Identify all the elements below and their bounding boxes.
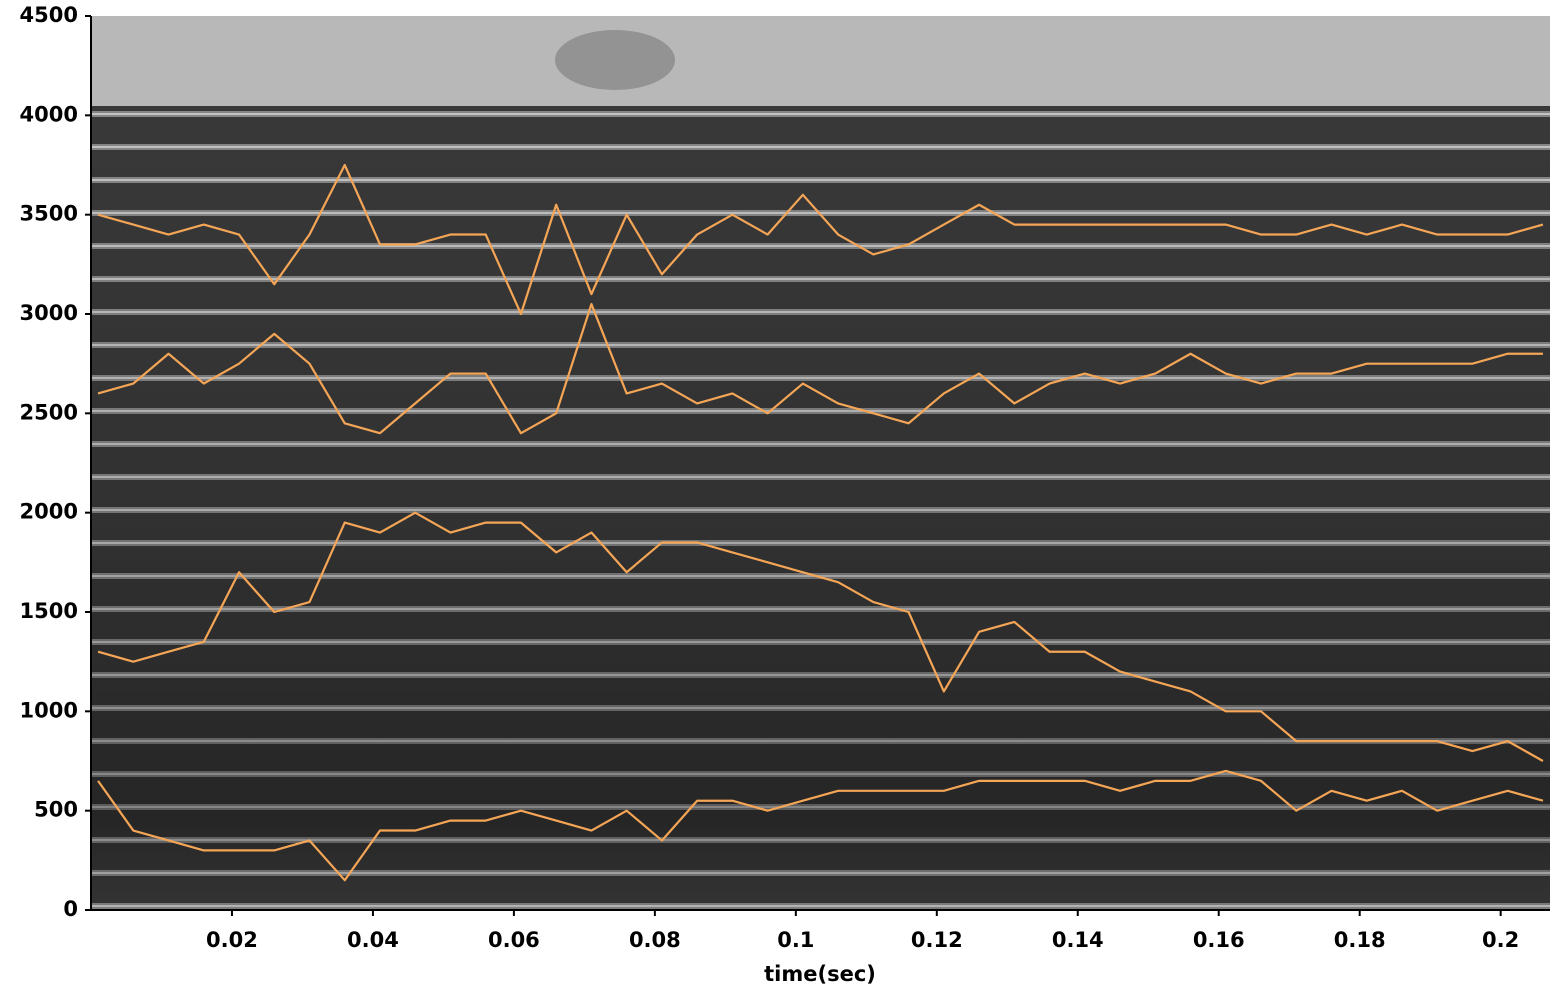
y-tick-label: 500 bbox=[34, 798, 78, 822]
x-axis-label: time(sec) bbox=[764, 962, 876, 986]
x-tick-label: 0.02 bbox=[206, 928, 258, 952]
y-tick-label: 1500 bbox=[20, 599, 78, 623]
y-tick-label: 4000 bbox=[20, 102, 78, 126]
x-tick-label: 0.18 bbox=[1334, 928, 1386, 952]
formant-line bbox=[97, 302, 1543, 435]
x-tick-label: 0.12 bbox=[911, 928, 963, 952]
y-tick-label: 0 bbox=[63, 897, 78, 921]
formant-line bbox=[97, 163, 1544, 316]
y-tick-label: 2500 bbox=[20, 400, 78, 424]
x-tick-label: 0.06 bbox=[488, 928, 540, 952]
formant-line bbox=[97, 769, 1544, 882]
x-tick-label: 0.14 bbox=[1052, 928, 1104, 952]
y-tick-label: 3500 bbox=[20, 202, 78, 226]
y-tick-label: 3000 bbox=[20, 301, 78, 325]
spectrogram bbox=[91, 16, 1550, 910]
y-tick-label: 1000 bbox=[20, 698, 78, 722]
x-tick-label: 0.2 bbox=[1482, 928, 1519, 952]
formant-line bbox=[97, 511, 1544, 762]
y-tick-label: 4500 bbox=[20, 3, 78, 27]
x-tick-label: 0.16 bbox=[1193, 928, 1245, 952]
y-tick-label: 2000 bbox=[20, 500, 78, 524]
x-tick-label: 0.1 bbox=[777, 928, 814, 952]
x-tick-label: 0.04 bbox=[347, 928, 399, 952]
x-tick-label: 0.08 bbox=[629, 928, 681, 952]
